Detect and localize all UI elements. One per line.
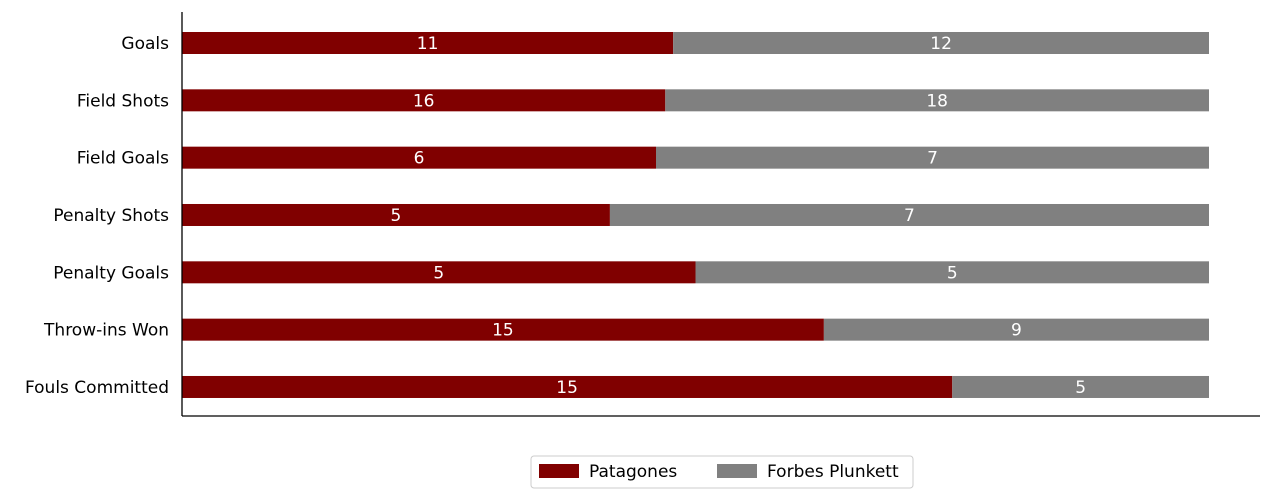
bar-patagones-field-goals	[182, 146, 656, 169]
bar-forbes-plunkett-fouls-committed	[952, 375, 1209, 398]
category-label-fouls-committed: Fouls Committed	[25, 378, 169, 398]
bar-patagones-field-shots	[182, 89, 666, 112]
category-label-field-shots: Field Shots	[77, 91, 169, 111]
bar-patagones-throw-ins-won	[182, 318, 824, 341]
value-labels: 11 12 16 18 6 7 5 7 5 5 15 9 15 5	[391, 34, 1086, 398]
value-label-patagones-field-shots: 16	[413, 91, 435, 111]
value-label-patagones-goals: 11	[417, 34, 439, 54]
bar-patagones-penalty-shots	[182, 203, 610, 226]
bar-forbes-plunkett-goals	[673, 32, 1209, 54]
bar-patagones-penalty-goals	[182, 261, 696, 284]
legend-swatch-forbes-plunkett	[717, 464, 757, 478]
value-label-patagones-throw-ins-won: 15	[492, 321, 514, 341]
bar-forbes-plunkett-field-goals	[656, 146, 1209, 169]
value-label-forbes-plunkett-throw-ins-won: 9	[1011, 321, 1022, 341]
value-label-forbes-plunkett-goals: 12	[930, 34, 952, 54]
value-label-forbes-plunkett-field-shots: 18	[926, 91, 948, 111]
category-labels: Goals Field Shots Field Goals Penalty Shots…	[25, 34, 169, 398]
category-label-goals: Goals	[121, 34, 169, 54]
bars-layer	[182, 32, 1209, 398]
category-label-penalty-goals: Penalty Goals	[53, 263, 169, 283]
legend: Patagones Forbes Plunkett	[530, 455, 914, 489]
value-label-patagones-penalty-goals: 5	[433, 263, 444, 283]
value-label-forbes-plunkett-field-goals: 7	[927, 149, 938, 169]
bar-forbes-plunkett-field-shots	[665, 89, 1209, 112]
bar-forbes-plunkett-penalty-goals	[695, 261, 1209, 284]
legend-label-patagones: Patagones	[589, 462, 677, 482]
value-label-patagones-fouls-committed: 15	[556, 378, 578, 398]
bar-patagones-goals	[182, 32, 674, 54]
value-label-forbes-plunkett-fouls-committed: 5	[1075, 378, 1086, 398]
value-label-patagones-field-goals: 6	[414, 149, 425, 169]
category-label-penalty-shots: Penalty Shots	[53, 206, 169, 226]
legend-label-forbes-plunkett: Forbes Plunkett	[767, 462, 899, 482]
value-label-forbes-plunkett-penalty-goals: 5	[947, 263, 958, 283]
bar-forbes-plunkett-throw-ins-won	[823, 318, 1209, 341]
legend-swatch-patagones	[539, 464, 579, 478]
bar-patagones-fouls-committed	[182, 375, 953, 398]
category-label-field-goals: Field Goals	[77, 149, 169, 169]
value-label-patagones-penalty-shots: 5	[391, 206, 402, 226]
value-label-forbes-plunkett-penalty-shots: 7	[904, 206, 915, 226]
category-label-throw-ins-won: Throw-ins Won	[43, 321, 169, 341]
bar-forbes-plunkett-penalty-shots	[609, 203, 1209, 226]
